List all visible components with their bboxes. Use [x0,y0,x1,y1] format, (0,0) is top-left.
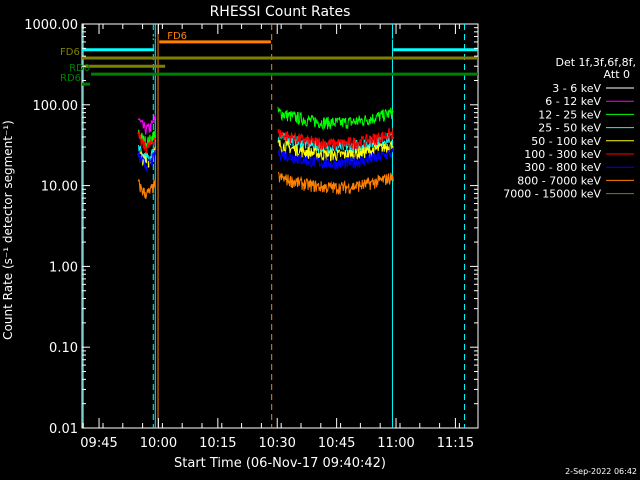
series-line [137,114,156,135]
x-axis-label: Start Time (06-Nov-17 09:40:42) [174,456,386,471]
series-line [137,131,156,154]
flag-label: FD6 [167,31,187,42]
series-line [137,35,156,40]
series-line [277,106,394,131]
x-tick-label: 11:15 [437,436,474,451]
series-line [137,144,156,164]
y-tick-label: 1.00 [49,260,78,275]
series-line [277,171,394,195]
legend-label: 100 - 300 keV [524,148,601,161]
x-tick-label: 10:15 [199,436,236,451]
timestamp: 2-Sep-2022 06:42 [565,467,637,476]
x-tick-label: 11:00 [377,436,414,451]
x-axis: 09:45 10:00 10:15 10:30 10:45 11:00 11:15 [80,24,474,451]
y-tick-label: 10.00 [41,180,78,195]
y-tick-label: 100.00 [33,99,79,114]
legend-label: 6 - 12 keV [545,95,601,108]
series-line [277,147,394,170]
legend-header: Det 1f,3f,6f,8f, [555,56,636,69]
legend-label: 300 - 800 keV [524,161,601,174]
y-tick-label: 0.01 [49,422,78,437]
x-tick-label: 09:45 [80,436,117,451]
y-axis-label: Count Rate (s⁻¹ detector segment⁻¹) [1,120,15,340]
series-line [277,139,394,162]
series-line [137,149,156,174]
series-line [277,127,394,151]
flag-label: FD6 [60,47,80,58]
x-tick-label: 10:45 [318,436,355,451]
legend-label: 800 - 7000 keV [517,174,601,187]
legend-attenuator: Att 0 [604,68,630,81]
y-axis: 1000.00 100.00 10.00 1.00 0.10 0.01 [24,18,478,437]
legend-label: 50 - 100 keV [531,135,601,148]
legend-label: 25 - 50 keV [538,122,601,135]
plot-frame [81,23,479,429]
legend-label: 12 - 25 keV [538,108,601,121]
flag-label: RD0 [69,63,90,74]
x-tick-label: 10:00 [140,436,177,451]
legend-label: 3 - 6 keV [552,82,601,95]
y-tick-label: 0.10 [49,341,78,356]
legend-label: 7000 - 15000 keV [503,188,601,201]
series-line [137,177,156,200]
x-tick-label: 10:30 [258,436,295,451]
chart-title: RHESSI Count Rates [210,4,351,20]
y-tick-label: 1000.00 [24,18,78,33]
series-line [277,36,394,43]
flag-label: RD6 [60,73,81,84]
